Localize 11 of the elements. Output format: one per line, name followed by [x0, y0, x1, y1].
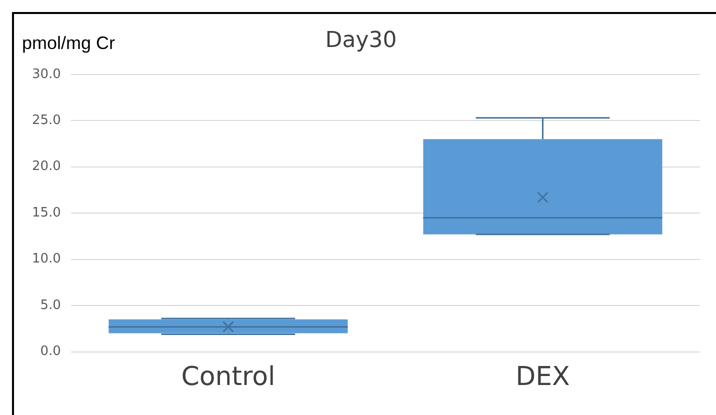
x-tick-label: Control [181, 362, 276, 392]
y-tick-label: 5.0 [40, 298, 61, 313]
y-tick-label: 30.0 [32, 66, 61, 82]
y-tick-label: 25.0 [32, 113, 61, 128]
y-tick-label: 20.0 [32, 159, 61, 174]
y-axis-title: pmol/mg Cr [22, 32, 116, 53]
y-tick-label: 0.0 [40, 344, 61, 360]
chart-title: Day30 [325, 28, 397, 53]
y-tick-label: 10.0 [32, 252, 61, 267]
x-tick-label: DEX [516, 362, 570, 392]
y-tick-label: 15.0 [32, 205, 61, 220]
